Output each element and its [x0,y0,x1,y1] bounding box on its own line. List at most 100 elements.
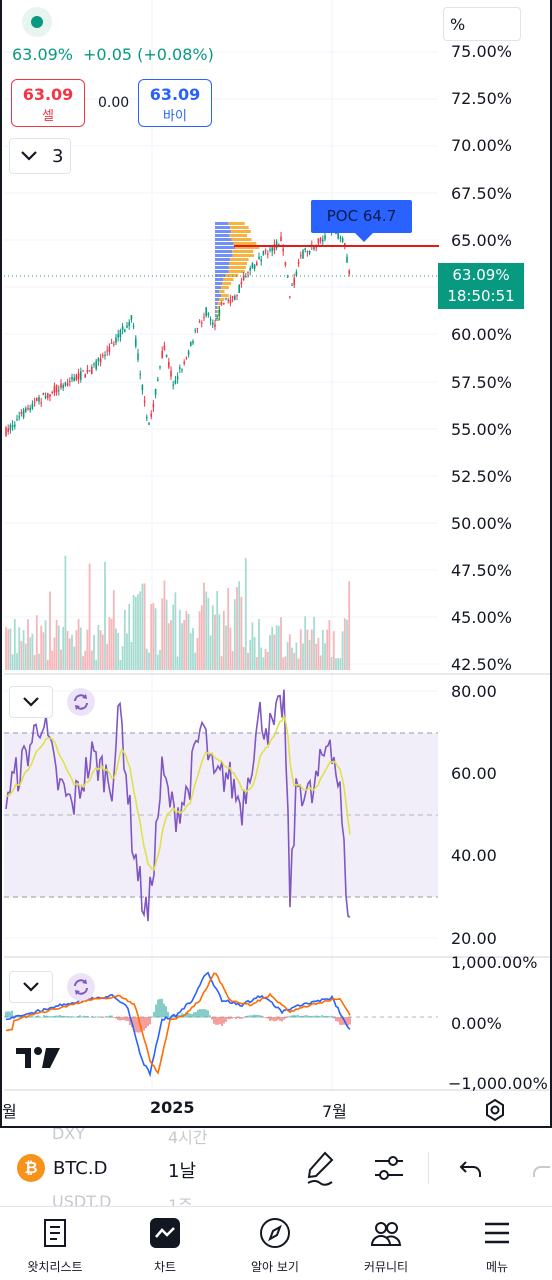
profile-bar-up [215,230,232,233]
macd-hist-bar [133,1017,135,1031]
candle-body [271,247,273,252]
volume-bar [332,631,335,670]
candle-body [231,295,234,299]
candle-body [249,268,251,271]
macd-hist-bar [215,1017,217,1025]
macd-hist-bar [49,1016,51,1018]
candle-body [104,354,106,356]
sell-button[interactable]: 63.09 셀 [11,79,85,127]
chart-canvas[interactable] [2,0,552,1128]
macd-hist-bar [177,1014,179,1018]
volume-bar [16,653,18,670]
watchlist-icon [44,1219,66,1247]
profile-bar-up [215,258,231,261]
macd-hist-bar [203,1009,205,1018]
percent-scale-button[interactable]: % [443,7,521,41]
rsi-collapse-button[interactable] [9,686,53,718]
volume-bar [132,594,135,670]
candle-body [163,345,166,351]
macd-hist-bar [31,1015,33,1018]
macd-hist-bar [167,1011,169,1018]
chart-area[interactable] [0,0,552,1128]
candle-body [282,248,284,252]
candle-body [242,275,245,281]
macd-collapse-button[interactable] [9,971,53,1003]
profile-bar-up [215,290,220,293]
tradingview-logo-icon[interactable] [16,1046,62,1070]
drawing-pen-icon[interactable] [305,1150,335,1186]
poc-label-text: POC [326,207,359,225]
macd-hist-bar [195,1012,197,1018]
macd-hist-bar [109,1015,111,1018]
profile-bar-up [215,222,229,225]
candle-body [196,328,199,330]
profile-bar-up [215,234,230,237]
volume-bar [148,652,150,670]
rsi-refresh-button[interactable] [67,688,95,716]
macd-hist-bar [85,1016,87,1018]
candle-body [183,361,185,364]
macd-hist-bar [283,1017,285,1020]
rsi-tick: 20.00 [451,929,497,948]
macd-hist-bar [213,1017,215,1024]
volume-bar [66,630,69,670]
macd-hist-bar [243,1017,245,1018]
profile-bar-down [217,306,220,309]
redo-icon[interactable] [530,1150,552,1186]
macd-refresh-button[interactable] [67,973,95,1001]
candle-body [161,350,163,359]
buy-button[interactable]: 63.09 바이 [138,79,212,127]
candle-body [44,395,47,399]
volume-bar [194,652,197,670]
nav-watchlist[interactable]: 왓치리스트 [0,1207,110,1280]
candle-body [264,250,267,252]
volume-bar [123,609,126,670]
signal-line [5,972,351,1075]
macd-hist-bar [7,1011,9,1018]
nav-menu[interactable]: 메뉴 [442,1207,552,1280]
volume-bar [46,659,49,670]
buy-price: 63.09 [149,85,201,104]
macd-hist-bar [207,1010,209,1018]
volume-bar [11,654,14,670]
sell-label: 셀 [42,109,54,124]
settings-gear-icon[interactable] [483,1098,507,1122]
volume-bar [143,583,146,670]
volume-bar [60,649,62,670]
profile-bar-up [215,278,224,281]
volume-bar [277,625,280,670]
candle-body [247,272,249,274]
current-symbol[interactable]: ₿ BTC.D [17,1154,107,1182]
macd-hist-bar [219,1017,221,1025]
macd-hist-bar [241,1017,243,1019]
nav-explore[interactable]: 알아 보기 [220,1207,330,1280]
price-tick: 52.50% [451,467,513,486]
candle-body [280,236,282,242]
volume-bar [141,583,144,670]
macd-hist-bar [311,1015,313,1018]
interval-selector[interactable]: 1날 [168,1161,197,1182]
volume-bar [57,625,60,670]
undo-icon[interactable] [458,1150,484,1186]
macd-hist-bar [223,1017,225,1024]
macd-tick: −1,000.00% [448,1074,548,1093]
macd-hist-bar [39,1016,41,1018]
profile-bar-up [215,250,233,253]
nav-chart[interactable]: 차트 [110,1207,220,1280]
candle-body [209,319,212,321]
macd-hist-bar [271,1017,273,1021]
indicator-settings-icon[interactable] [373,1150,405,1186]
indicators-toggle-button[interactable]: 3 [9,138,71,174]
profile-bar-down [217,302,222,305]
volume-bar [22,630,25,670]
profile-bar-down [232,250,254,253]
macd-hist-bar [169,1016,171,1018]
profile-bar-up [215,242,234,245]
nav-label: 메뉴 [485,1260,509,1274]
candle-body [170,370,172,377]
volume-bar [306,629,309,670]
macd-hist-bar [323,1015,325,1018]
macd-hist-bar [201,1009,203,1018]
volume-bar [130,642,133,670]
nav-community[interactable]: 커뮤니티 [331,1207,441,1280]
